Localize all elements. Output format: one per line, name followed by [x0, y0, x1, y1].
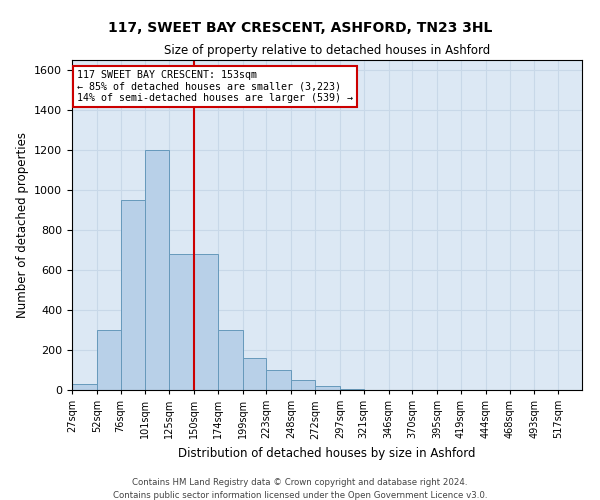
Bar — [121, 200, 145, 390]
Y-axis label: Number of detached properties: Number of detached properties — [16, 132, 29, 318]
Text: 117 SWEET BAY CRESCENT: 153sqm
← 85% of detached houses are smaller (3,223)
14% : 117 SWEET BAY CRESCENT: 153sqm ← 85% of … — [77, 70, 353, 103]
Bar — [145, 150, 169, 390]
Text: 117, SWEET BAY CRESCENT, ASHFORD, TN23 3HL: 117, SWEET BAY CRESCENT, ASHFORD, TN23 3… — [108, 22, 492, 36]
Bar — [340, 389, 364, 390]
Text: Contains HM Land Registry data © Crown copyright and database right 2024.
Contai: Contains HM Land Registry data © Crown c… — [113, 478, 487, 500]
Bar — [218, 330, 242, 390]
Bar — [315, 386, 340, 390]
Title: Size of property relative to detached houses in Ashford: Size of property relative to detached ho… — [164, 44, 490, 58]
Bar — [291, 380, 315, 390]
X-axis label: Distribution of detached houses by size in Ashford: Distribution of detached houses by size … — [178, 447, 476, 460]
Bar — [72, 384, 97, 390]
Bar — [169, 254, 194, 390]
Bar — [266, 370, 291, 390]
Bar — [242, 358, 266, 390]
Bar — [97, 330, 121, 390]
Bar — [194, 254, 218, 390]
